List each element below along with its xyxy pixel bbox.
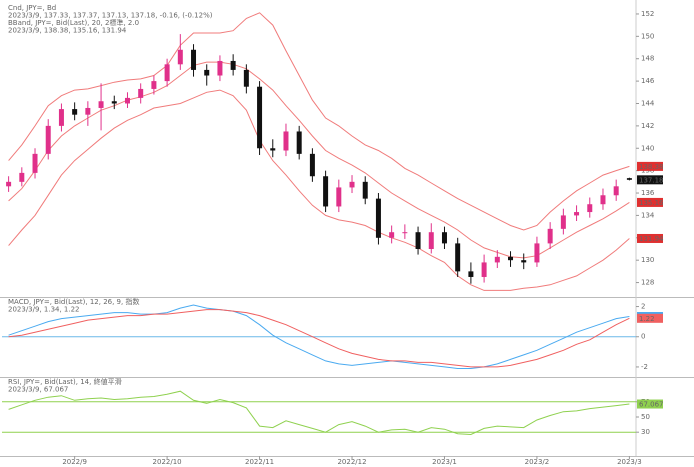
candle-body bbox=[85, 107, 91, 115]
candle-body bbox=[349, 181, 355, 188]
candle-body bbox=[151, 81, 157, 89]
close-last-value: 137.18 bbox=[639, 176, 664, 184]
candle-body bbox=[309, 153, 315, 177]
candle-body bbox=[626, 178, 632, 180]
y-tick-label: 136 bbox=[641, 189, 655, 197]
candle-body bbox=[164, 64, 170, 82]
y-tick-label: 50 bbox=[641, 413, 650, 421]
x-tick-label: 2022/11 bbox=[245, 458, 274, 466]
candle-body bbox=[336, 187, 342, 207]
indicator-line bbox=[8, 304, 630, 369]
indicator-line bbox=[8, 390, 630, 436]
indicator-last-value: 1.22 bbox=[639, 315, 655, 323]
candle-body bbox=[98, 101, 104, 108]
y-tick-label: 148 bbox=[641, 55, 654, 63]
candle-body bbox=[45, 125, 51, 154]
candle-body bbox=[177, 49, 183, 65]
candle-body bbox=[362, 181, 368, 199]
candle-body bbox=[72, 109, 78, 115]
band-last-value-box bbox=[637, 233, 663, 243]
candle-body bbox=[283, 131, 289, 151]
candle-body bbox=[428, 232, 434, 249]
candle-body bbox=[323, 176, 329, 207]
x-tick-label: 2022/12 bbox=[337, 458, 366, 466]
indicator-line bbox=[8, 309, 630, 368]
band-last-value: 131.94 bbox=[639, 235, 664, 243]
x-tick-label: 2023/3 bbox=[617, 458, 642, 466]
band-last-value: 138.38 bbox=[639, 163, 664, 171]
y-tick-label: -2 bbox=[641, 363, 648, 371]
close-last-value-box bbox=[637, 175, 663, 185]
pane-info: BBand, JPY=, Bid(Last), 20, 2標準, 2.0 bbox=[8, 18, 139, 27]
pane-info: 2023/3/9, 67.067 bbox=[8, 386, 68, 394]
candle-body bbox=[494, 256, 500, 263]
x-tick-label: 2023/1 bbox=[432, 458, 457, 466]
y-tick-label: 128 bbox=[641, 279, 654, 287]
band-line bbox=[8, 89, 630, 291]
candle-body bbox=[257, 86, 263, 149]
pane-info: 2023/3/9, 138.38, 135.16, 131.94 bbox=[8, 27, 127, 35]
band-last-value: 135.16 bbox=[639, 199, 664, 207]
candle-body bbox=[389, 232, 395, 238]
candle-body bbox=[375, 198, 381, 238]
candle-body bbox=[230, 60, 236, 70]
band-last-value-box bbox=[637, 161, 663, 171]
x-tick-label: 2022/9 bbox=[62, 458, 87, 466]
candle-body bbox=[217, 60, 223, 76]
y-tick-label: 134 bbox=[641, 211, 655, 219]
candle-body bbox=[574, 212, 580, 216]
candle-body bbox=[270, 148, 276, 151]
y-tick-label: 140 bbox=[641, 144, 654, 152]
x-tick-label: 2023/2 bbox=[525, 458, 550, 466]
indicator-last-value-box bbox=[637, 313, 663, 323]
candle-body bbox=[19, 172, 25, 182]
band-line bbox=[8, 61, 630, 259]
indicator-last-value-box bbox=[637, 399, 663, 409]
pane-info: RSI, JPY=, Bid(Last), 14, 終値平滑 bbox=[8, 377, 122, 386]
candle-body bbox=[402, 232, 408, 234]
candle-body bbox=[441, 232, 447, 244]
candle-body bbox=[521, 260, 527, 263]
candle-body bbox=[243, 69, 249, 87]
candle-body bbox=[6, 181, 12, 187]
candle-body bbox=[508, 256, 514, 261]
pane-info: 2023/3/9, 1.34, 1.22 bbox=[8, 306, 80, 314]
y-tick-label: 152 bbox=[641, 10, 654, 18]
candle-body bbox=[455, 243, 461, 272]
candle-body bbox=[32, 153, 38, 173]
candle-body bbox=[124, 97, 130, 104]
y-tick-label: 2 bbox=[641, 303, 645, 311]
y-tick-label: 146 bbox=[641, 77, 655, 85]
candle-body bbox=[547, 228, 553, 244]
y-tick-label: 142 bbox=[641, 122, 654, 130]
candle-body bbox=[600, 195, 606, 205]
y-tick-label: 144 bbox=[641, 99, 655, 107]
candle-body bbox=[204, 69, 210, 76]
candle-body bbox=[296, 131, 302, 154]
y-tick-label: 30 bbox=[641, 428, 650, 436]
pane-info: MACD, JPY=, Bid(Last), 12, 26, 9, 指数 bbox=[8, 297, 139, 306]
x-tick-label: 2022/10 bbox=[153, 458, 182, 466]
band-line bbox=[8, 12, 630, 231]
y-tick-label: 130 bbox=[641, 256, 654, 264]
y-tick-label: 0 bbox=[641, 333, 645, 341]
indicator-last-value: 67.067 bbox=[639, 401, 664, 409]
candle-body bbox=[138, 88, 144, 98]
candle-body bbox=[58, 109, 64, 126]
y-tick-label: 150 bbox=[641, 32, 654, 40]
candle-body bbox=[481, 262, 487, 277]
candle-body bbox=[534, 243, 540, 263]
pane-info: Cnd, JPY=, Bd bbox=[8, 4, 56, 12]
candle-body bbox=[415, 232, 421, 249]
candle-body bbox=[560, 215, 566, 229]
candle-body bbox=[191, 49, 197, 70]
candle-body bbox=[468, 271, 474, 277]
candle-body bbox=[613, 186, 619, 196]
band-last-value-box bbox=[637, 197, 663, 207]
candle-body bbox=[587, 204, 593, 213]
pane-info: 2023/3/9, 137.33, 137.37, 137.13, 137.18… bbox=[8, 12, 213, 20]
candle-body bbox=[111, 101, 117, 104]
